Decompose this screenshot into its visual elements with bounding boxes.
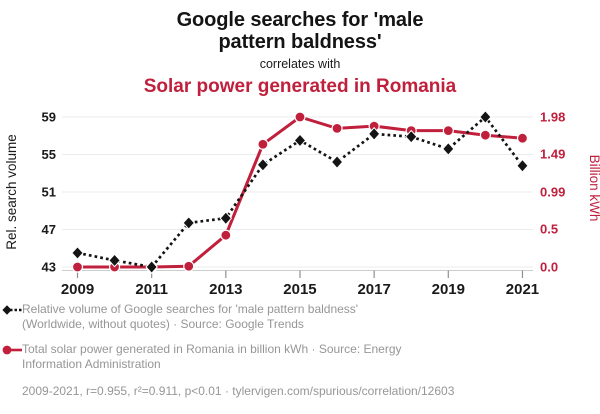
legend-item-solar: Total solar power generated in Romania i… — [2, 342, 562, 371]
secondary-title: Solar power generated in Romania — [143, 76, 457, 97]
svg-text:2011: 2011 — [135, 281, 168, 298]
series-markers-diamond — [71, 110, 529, 274]
legend-text-line: Relative volume of Google searches for '… — [22, 302, 359, 316]
right-axis-title: Billion kWh — [587, 155, 600, 222]
legend-text-line: (Worldwide, without quotes) · Source: Go… — [22, 316, 304, 331]
svg-text:2019: 2019 — [432, 281, 465, 298]
svg-text:55: 55 — [42, 147, 56, 162]
svg-text:59: 59 — [42, 110, 56, 125]
legend-text-line: Information Administration — [22, 356, 161, 371]
svg-text:1.49: 1.49 — [540, 147, 565, 162]
line-chart: 2009 2011 2013 2015 2017 2019 2021 43 47 51 55 59 0.… — [4, 110, 600, 299]
chart-legend: Relative volume of Google searches for '… — [2, 302, 562, 382]
svg-text:51: 51 — [42, 185, 56, 200]
svg-text:43: 43 — [42, 260, 56, 275]
y-axis-right-labels: 0.0 0.5 0.99 1.49 1.98 — [540, 110, 565, 275]
correlates-with-label: correlates with — [259, 57, 341, 71]
stats-footnote: 2009-2021, r=0.955, r²=0.911, p<0.01 · t… — [22, 384, 455, 398]
svg-text:2021: 2021 — [506, 281, 539, 298]
legend-text-line: Total solar power generated in Romania i… — [22, 342, 402, 356]
black-diamond-dashed-line-icon — [2, 305, 22, 315]
svg-text:2015: 2015 — [283, 281, 316, 298]
primary-title: Google searches for 'male pattern baldne… — [176, 9, 424, 53]
legend-item-search: Relative volume of Google searches for '… — [2, 302, 562, 331]
svg-text:0.99: 0.99 — [540, 185, 565, 200]
left-axis-title: Rel. search volume — [4, 134, 19, 250]
chart-header: Google searches for 'male pattern baldne… — [0, 9, 600, 98]
x-axis: 2009 2011 2013 2015 2017 2019 2021 — [61, 270, 539, 298]
svg-text:1.98: 1.98 — [540, 110, 565, 125]
svg-text:0.0: 0.0 — [540, 260, 558, 275]
svg-text:2017: 2017 — [357, 281, 390, 298]
svg-text:2013: 2013 — [209, 281, 242, 298]
svg-text:2009: 2009 — [61, 281, 94, 298]
svg-text:0.5: 0.5 — [540, 222, 558, 237]
red-circle-line-icon — [2, 345, 22, 355]
svg-text:47: 47 — [42, 222, 56, 237]
y-axis-left-labels: 43 47 51 55 59 — [42, 110, 56, 275]
